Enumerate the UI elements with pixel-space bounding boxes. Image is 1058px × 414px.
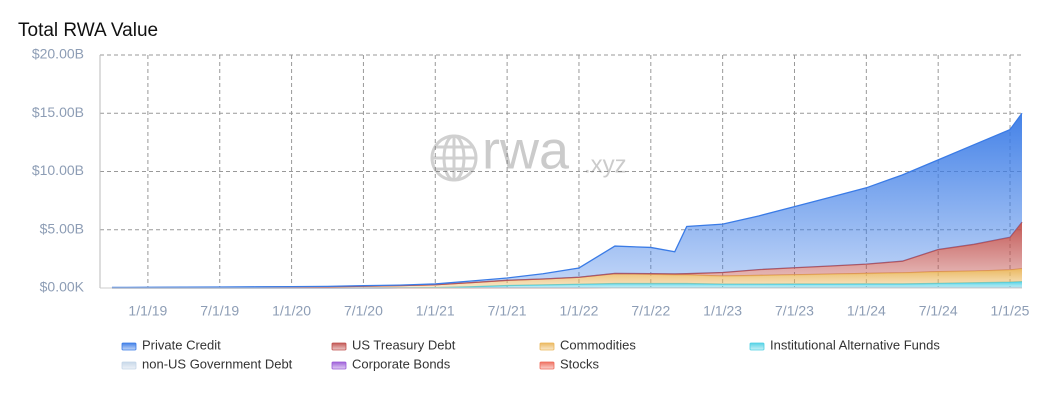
legend-swatch (332, 343, 346, 350)
legend-label: Commodities (560, 337, 636, 352)
legend-swatch (540, 362, 554, 369)
watermark-text: rwa (482, 120, 570, 180)
x-tick-label: 7/1/19 (200, 303, 239, 319)
legend-swatch (122, 343, 136, 350)
y-tick-label: $0.00K (40, 279, 85, 295)
x-tick-label: 1/1/23 (703, 303, 742, 319)
x-tick-label: 7/1/22 (631, 303, 670, 319)
x-tick-label: 1/1/21 (416, 303, 455, 319)
x-tick-label: 1/1/24 (847, 303, 886, 319)
legend-label: Institutional Alternative Funds (770, 337, 940, 352)
y-tick-label: $5.00B (40, 220, 84, 236)
legend-label: Corporate Bonds (352, 356, 451, 371)
legend-swatch (122, 362, 136, 369)
legend-label: US Treasury Debt (352, 337, 456, 352)
legend-label: Private Credit (142, 337, 221, 352)
watermark: rwa .xyz (432, 120, 627, 180)
chart-title: Total RWA Value (18, 20, 158, 41)
globe-icon (432, 136, 476, 180)
legend-label: non-US Government Debt (142, 356, 293, 371)
y-tick-label: $15.00B (32, 104, 84, 120)
x-tick-label: 1/1/20 (272, 303, 311, 319)
x-tick-label: 1/1/19 (128, 303, 167, 319)
legend-swatch (540, 343, 554, 350)
x-tick-label: 1/1/22 (559, 303, 598, 319)
watermark-suffix: .xyz (584, 151, 627, 178)
y-tick-label: $10.00B (32, 162, 84, 178)
legend-swatch (750, 343, 764, 350)
x-tick-label: 1/1/25 (991, 303, 1030, 319)
x-tick-label: 7/1/20 (344, 303, 383, 319)
legend-swatch (332, 362, 346, 369)
y-tick-label: $20.00B (32, 46, 84, 62)
x-tick-label: 7/1/23 (775, 303, 814, 319)
x-tick-label: 7/1/24 (919, 303, 958, 319)
x-tick-label: 7/1/21 (488, 303, 527, 319)
legend: Private Credit US Treasury Debt Commoditie… (122, 337, 940, 371)
legend-label: Stocks (560, 356, 600, 371)
